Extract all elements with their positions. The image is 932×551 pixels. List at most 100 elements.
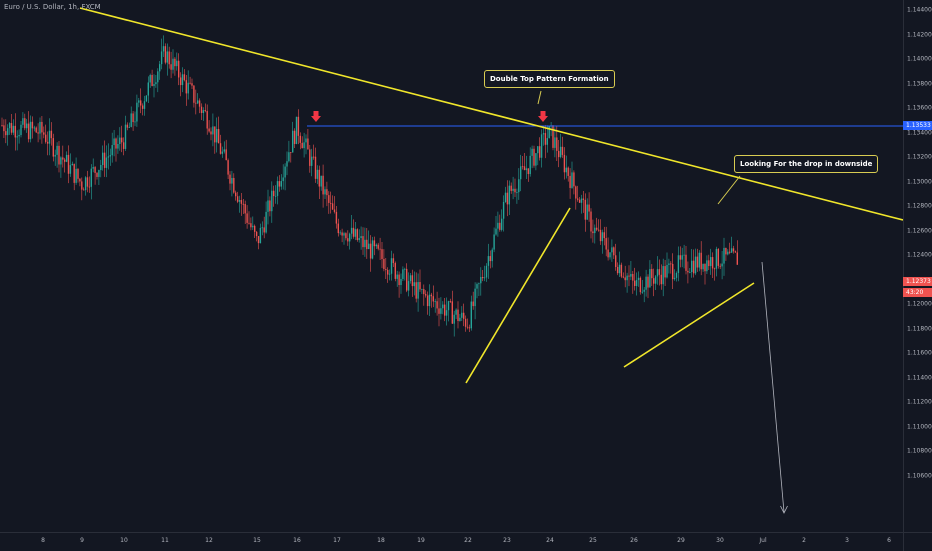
candle-body [214, 126, 216, 143]
candle-body [711, 257, 714, 269]
candle-body [360, 236, 362, 239]
candle-body [510, 185, 512, 191]
candle-body [681, 255, 683, 260]
candle-body [609, 252, 611, 258]
candle-body [668, 263, 670, 265]
candle-body [445, 310, 448, 316]
candle-body [71, 163, 73, 166]
candle-body [584, 199, 586, 220]
candle-body [278, 181, 281, 187]
candle-body [178, 60, 180, 78]
candle-body [271, 190, 273, 212]
price-tick-label: 1.14200 [907, 31, 932, 38]
candle-body [212, 126, 214, 135]
candle-body [105, 157, 108, 168]
candle-body [358, 238, 360, 241]
candle-body [407, 281, 410, 291]
callout-pointer-double-top [537, 90, 542, 105]
projection-arrow[interactable] [761, 261, 788, 514]
candle-body [117, 143, 119, 149]
price-axis[interactable] [903, 0, 932, 532]
candle-body [197, 100, 199, 104]
candle-body [292, 130, 294, 153]
candle-body [193, 85, 195, 103]
candle-body [689, 271, 691, 273]
candle-body [563, 154, 566, 173]
candle-body [107, 156, 110, 158]
candle-body [284, 166, 286, 178]
support-trendline-1[interactable] [465, 207, 571, 384]
candle-body [409, 275, 412, 282]
candle-body [708, 260, 710, 267]
candle-body [404, 268, 406, 270]
candle-body [75, 168, 77, 183]
price-chart-svg[interactable] [0, 0, 903, 532]
symbol-title[interactable]: Euro / U.S. Dollar, 1h, FXCM [4, 3, 101, 11]
candle-body [136, 102, 138, 122]
down-arrow-icon[interactable] [538, 111, 548, 122]
candle-body [411, 275, 414, 287]
candle-body [33, 127, 35, 129]
candle-body [149, 75, 151, 83]
candle-body [309, 149, 311, 166]
candle-body [3, 125, 5, 132]
candle-body [290, 152, 292, 154]
candle-body [447, 301, 450, 311]
time-axis[interactable] [0, 532, 903, 551]
double-top-callout[interactable]: Double Top Pattern Formation [484, 70, 615, 88]
price-tick-label: 1.14400 [907, 6, 932, 14]
candle-body [706, 260, 708, 272]
candle-body [236, 196, 239, 202]
candle-body [616, 266, 619, 274]
candle-body [202, 110, 205, 113]
candle-body [653, 278, 655, 284]
candle-body [337, 223, 339, 234]
candle-body [673, 277, 676, 280]
candle-body [394, 263, 396, 279]
candle-body [645, 276, 647, 290]
candle-body [559, 146, 562, 158]
candle-body [227, 160, 229, 175]
candle-body [483, 277, 486, 279]
candle-body [432, 296, 434, 302]
candle-body [383, 258, 385, 270]
support-trendline-2[interactable] [623, 282, 755, 368]
candle-body [607, 249, 609, 258]
candle-body [723, 247, 725, 264]
candle-body [679, 255, 681, 260]
time-tick-label: 23 [503, 537, 511, 544]
candle-body [350, 227, 353, 234]
candle-body [176, 60, 178, 67]
candle-body [489, 256, 491, 262]
candle-body [649, 269, 651, 288]
candle-body [508, 185, 510, 205]
plot-area[interactable]: Euro / U.S. Dollar, 1h, FXCM Double Top … [0, 0, 903, 532]
candle-body [375, 244, 377, 247]
downside-callout[interactable]: Looking For the drop in downside [734, 155, 879, 173]
candle-body [339, 232, 341, 234]
price-tick-label: 1.13200 [907, 153, 932, 161]
candle-body [65, 154, 68, 162]
candle-body [692, 260, 695, 274]
candle-body [628, 275, 630, 277]
candle-body [449, 301, 452, 302]
descending-trendline[interactable] [79, 7, 903, 221]
down-arrow-icon[interactable] [311, 111, 321, 122]
candle-body [423, 289, 425, 295]
candle-body [204, 110, 206, 112]
candle-body [444, 304, 446, 316]
resistance-price-label: 1.13533 [903, 121, 932, 130]
candle-body [426, 295, 429, 307]
candle-body [662, 266, 664, 285]
candle-body [77, 168, 79, 179]
time-tick-label: 19 [417, 537, 425, 544]
candle-body [314, 156, 317, 179]
candle-body [322, 175, 324, 195]
candle-body [64, 159, 66, 162]
candle-body [50, 130, 53, 139]
candle-body [385, 269, 387, 270]
candle-body [341, 232, 343, 236]
candle-body [578, 199, 581, 203]
candle-body [166, 51, 168, 63]
